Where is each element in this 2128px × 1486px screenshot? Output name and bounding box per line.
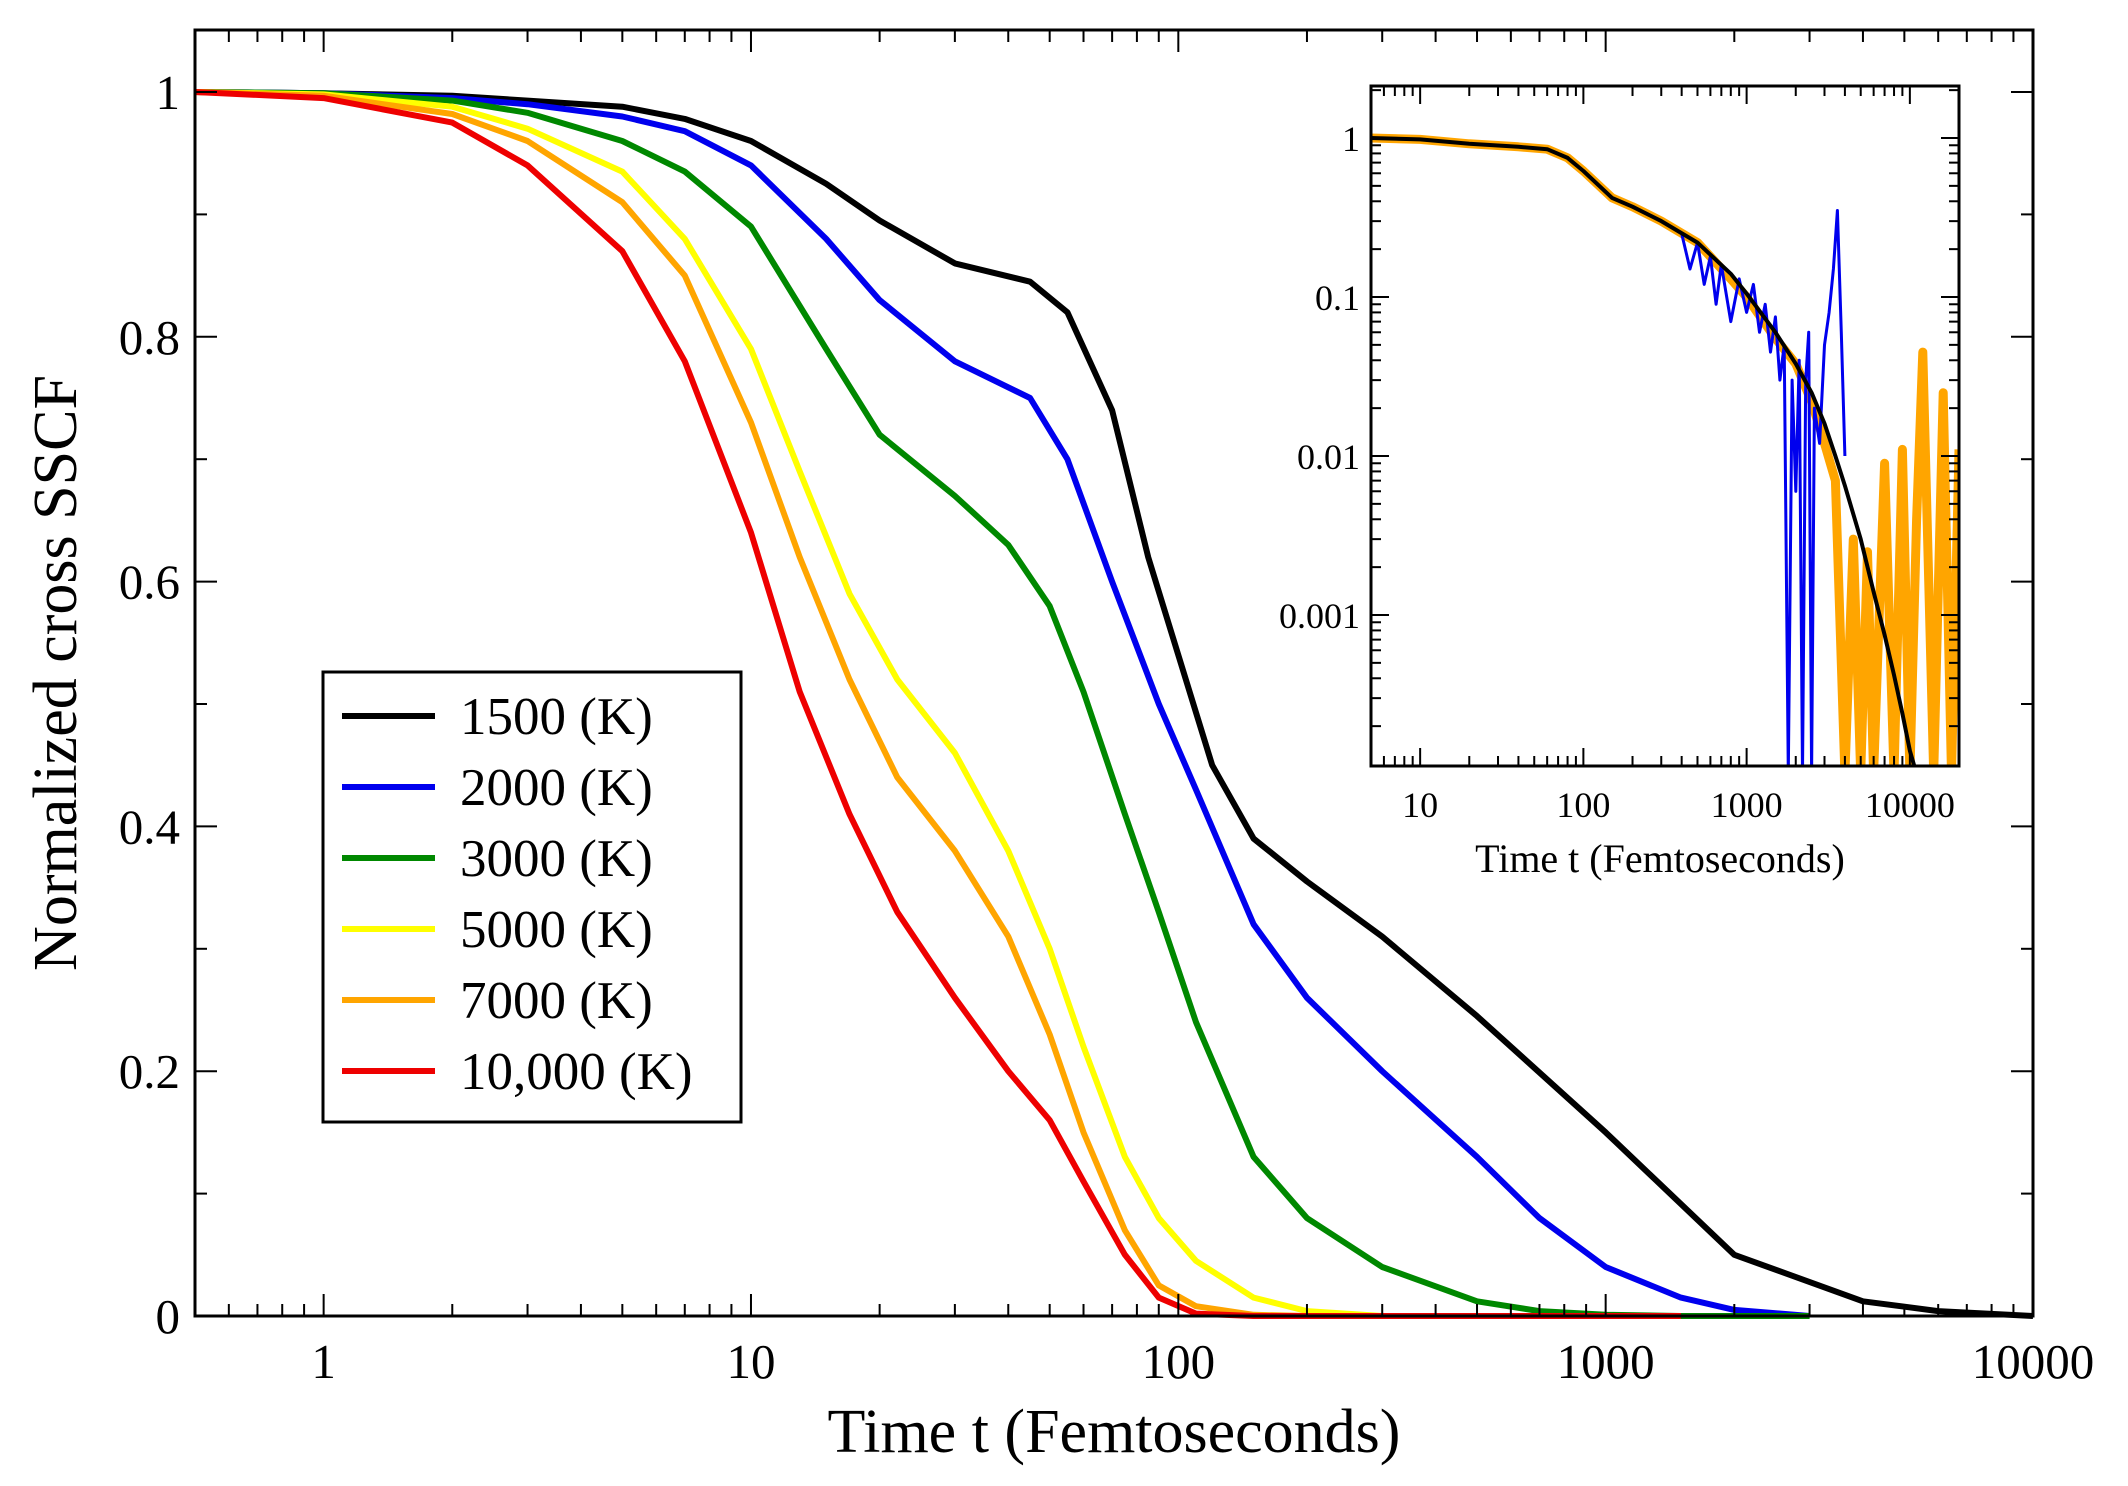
main-y-tick-label: 0 bbox=[156, 1289, 181, 1344]
inset-x-tick-label: 10 bbox=[1402, 785, 1438, 825]
legend-label-1: 2000 (K) bbox=[460, 759, 653, 817]
main-series-group bbox=[194, 89, 2034, 1319]
main-series-line-0 bbox=[194, 89, 2034, 1319]
legend-entries: 1500 (K) 2000 (K) 3000 (K) 5000 (K) 7000 (K)… bbox=[342, 688, 693, 1101]
legend-box bbox=[321, 670, 743, 1124]
inset-x-tick-label: 10000 bbox=[1865, 785, 1955, 825]
legend: 1500 (K) 2000 (K) 3000 (K) 5000 (K) 7000 (K)… bbox=[321, 670, 743, 1124]
inset-plot-frame bbox=[1369, 84, 1961, 768]
main-y-axis-label: Normalized cross SSCF bbox=[22, 375, 90, 971]
legend-label-3: 5000 (K) bbox=[460, 901, 653, 959]
main-x-axis-label: Time t (Femtoseconds) bbox=[828, 1398, 1401, 1466]
inset-series-line-2 bbox=[1371, 136, 1917, 766]
main-y-tick-label: 0.4 bbox=[119, 799, 180, 854]
inset-x-axis-label: Time t (Femtoseconds) bbox=[1475, 836, 1845, 881]
main-plot-frame bbox=[193, 28, 2035, 1318]
main-series-line-4 bbox=[194, 89, 1308, 1319]
main-series-line-3 bbox=[194, 89, 1383, 1319]
main-y-tick-label: 0.8 bbox=[119, 310, 180, 365]
main-series-line-5 bbox=[194, 89, 1681, 1319]
legend-label-4: 7000 (K) bbox=[460, 972, 653, 1030]
inset-y-tick-label: 0.001 bbox=[1279, 596, 1360, 636]
inset-y-tick-label: 0.01 bbox=[1297, 437, 1360, 477]
main-y-tick-label: 0.6 bbox=[119, 555, 180, 610]
inset-ticks bbox=[1370, 86, 1960, 766]
inset-y-tick-label: 1 bbox=[1342, 119, 1360, 159]
main-x-tick-label: 1 bbox=[311, 1334, 336, 1389]
main-x-tick-label: 100 bbox=[1142, 1334, 1216, 1389]
main-tick-labels: 1 10 100 1000 10000 0 0.2 0.4 0.6 0.8 1 bbox=[119, 65, 2095, 1389]
main-series-line-1 bbox=[194, 89, 1810, 1319]
main-y-tick-label: 1 bbox=[156, 65, 181, 120]
inset-y-tick-label: 0.1 bbox=[1315, 278, 1360, 318]
main-x-tick-label: 10000 bbox=[1972, 1334, 2095, 1389]
main-y-tick-label: 0.2 bbox=[119, 1044, 180, 1099]
main-x-tick-label: 1000 bbox=[1557, 1334, 1655, 1389]
main-plot: 1 10 100 1000 10000 0 0.2 0.4 0.6 0.8 1 Time t (Fe… bbox=[22, 28, 2095, 1466]
inset-tick-labels: 10 100 1000 10000 1 0.1 0.01 0.001 bbox=[1279, 119, 1955, 825]
main-series-line-2 bbox=[194, 89, 1810, 1319]
inset-x-tick-label: 100 bbox=[1556, 785, 1610, 825]
legend-label-2: 3000 (K) bbox=[460, 830, 653, 888]
inset-plot: 10 100 1000 10000 1 0.1 0.01 0.001 Time t (Femt… bbox=[1279, 84, 1961, 881]
legend-label-5: 10,000 (K) bbox=[460, 1043, 693, 1101]
main-x-tick-label: 10 bbox=[726, 1334, 775, 1389]
inset-x-tick-label: 1000 bbox=[1711, 785, 1783, 825]
inset-series-group bbox=[1371, 133, 1959, 766]
legend-label-0: 1500 (K) bbox=[460, 688, 653, 746]
